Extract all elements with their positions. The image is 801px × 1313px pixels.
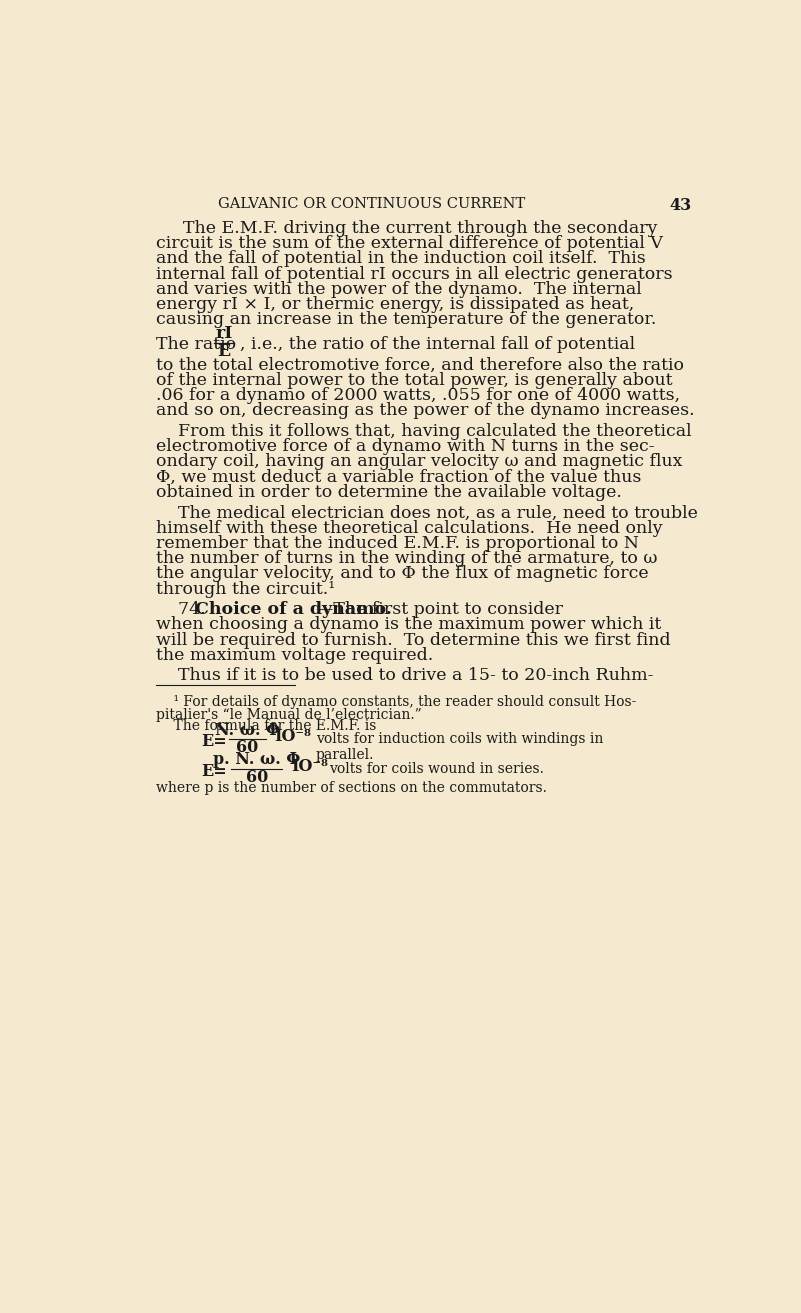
Text: of the internal power to the total power, is generally about: of the internal power to the total power… bbox=[156, 372, 672, 389]
Text: volts for induction coils with windings in: volts for induction coils with windings … bbox=[316, 733, 603, 746]
Text: parallel.: parallel. bbox=[316, 748, 374, 763]
Text: 74.: 74. bbox=[156, 601, 206, 618]
Text: Choice of a dynamo.: Choice of a dynamo. bbox=[195, 601, 392, 618]
Text: and the fall of potential in the induction coil itself.  This: and the fall of potential in the inducti… bbox=[156, 251, 646, 268]
Text: Φ, we must deduct a variable fraction of the value thus: Φ, we must deduct a variable fraction of… bbox=[156, 469, 642, 486]
Text: IO⁻⁸: IO⁻⁸ bbox=[291, 758, 328, 775]
Text: where p is the number of sections on the commutators.: where p is the number of sections on the… bbox=[156, 781, 547, 796]
Text: 60: 60 bbox=[236, 739, 259, 756]
Text: 60: 60 bbox=[246, 769, 268, 786]
Text: ¹ For details of dynamo constants, the reader should consult Hos-: ¹ For details of dynamo constants, the r… bbox=[156, 695, 636, 709]
Text: pitalier's “le Manual de l’electrician.”: pitalier's “le Manual de l’electrician.” bbox=[156, 708, 421, 722]
Text: ondary coil, having an angular velocity ω and magnetic flux: ondary coil, having an angular velocity … bbox=[156, 453, 682, 470]
Text: obtained in order to determine the available voltage.: obtained in order to determine the avail… bbox=[156, 483, 622, 500]
Text: The formula for the E.M.F. is: The formula for the E.M.F. is bbox=[156, 718, 376, 733]
Text: p. N. ω. Φ: p. N. ω. Φ bbox=[213, 751, 300, 768]
Text: From this it follows that, having calculated the theoretical: From this it follows that, having calcul… bbox=[156, 423, 691, 440]
Text: the angular velocity, and to Φ the flux of magnetic force: the angular velocity, and to Φ the flux … bbox=[156, 566, 649, 583]
Text: E=: E= bbox=[201, 763, 227, 780]
Text: The E.M.F. driving the current through the secondary: The E.M.F. driving the current through t… bbox=[183, 221, 658, 236]
Text: E: E bbox=[218, 343, 231, 360]
Text: volts for coils wound in series.: volts for coils wound in series. bbox=[328, 763, 544, 776]
Text: The ratio: The ratio bbox=[156, 336, 236, 353]
Text: E=: E= bbox=[201, 733, 227, 750]
Text: through the circuit.¹: through the circuit.¹ bbox=[156, 580, 335, 597]
Text: , i.e., the ratio of the internal fall of potential: , i.e., the ratio of the internal fall o… bbox=[239, 336, 634, 353]
Text: electromotive force of a dynamo with N turns in the sec-: electromotive force of a dynamo with N t… bbox=[156, 439, 654, 456]
Text: N. ω. Φ: N. ω. Φ bbox=[215, 722, 280, 738]
Text: GALVANIC OR CONTINUOUS CURRENT: GALVANIC OR CONTINUOUS CURRENT bbox=[218, 197, 525, 211]
Text: circuit is the sum of the external difference of potential V: circuit is the sum of the external diffe… bbox=[156, 235, 662, 252]
Text: .06 for a dynamo of 2000 watts, .055 for one of 4000 watts,: .06 for a dynamo of 2000 watts, .055 for… bbox=[156, 387, 680, 404]
Text: himself with these theoretical calculations.  He need only: himself with these theoretical calculati… bbox=[156, 520, 662, 537]
Text: and varies with the power of the dynamo.  The internal: and varies with the power of the dynamo.… bbox=[156, 281, 642, 298]
Text: The medical electrician does not, as a rule, need to trouble: The medical electrician does not, as a r… bbox=[156, 504, 698, 521]
Text: Thus if it is to be used to drive a 15- to 20-inch Ruhm-: Thus if it is to be used to drive a 15- … bbox=[156, 667, 654, 684]
Text: —The first point to consider: —The first point to consider bbox=[316, 601, 563, 618]
Text: when choosing a dynamo is the maximum power which it: when choosing a dynamo is the maximum po… bbox=[156, 616, 661, 633]
Text: the number of turns in the winding of the armature, to ω: the number of turns in the winding of th… bbox=[156, 550, 658, 567]
Text: the maximum voltage required.: the maximum voltage required. bbox=[156, 647, 433, 664]
Text: will be required to furnish.  To determine this we first find: will be required to furnish. To determin… bbox=[156, 632, 670, 649]
Text: internal fall of potential rI occurs in all electric generators: internal fall of potential rI occurs in … bbox=[156, 265, 673, 282]
Text: rI: rI bbox=[215, 326, 233, 343]
Text: and so on, decreasing as the power of the dynamo increases.: and so on, decreasing as the power of th… bbox=[156, 402, 694, 419]
Text: 43: 43 bbox=[669, 197, 691, 214]
Text: remember that the induced E.M.F. is proportional to N: remember that the induced E.M.F. is prop… bbox=[156, 534, 639, 551]
Text: IO⁻⁸: IO⁻⁸ bbox=[275, 727, 312, 744]
Text: causing an increase in the temperature of the generator.: causing an increase in the temperature o… bbox=[156, 311, 656, 328]
Text: energy rI × I, or thermic energy, is dissipated as heat,: energy rI × I, or thermic energy, is dis… bbox=[156, 297, 634, 314]
Text: to the total electromotive force, and therefore also the ratio: to the total electromotive force, and th… bbox=[156, 356, 684, 373]
